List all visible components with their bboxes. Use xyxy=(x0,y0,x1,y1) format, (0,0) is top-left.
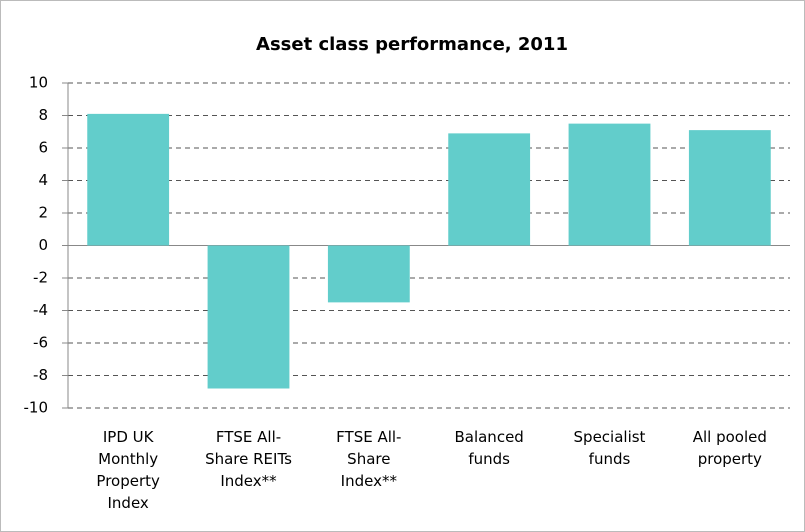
chart-title: Asset class performance, 2011 xyxy=(256,34,568,55)
bar xyxy=(207,245,290,389)
bar xyxy=(87,113,170,246)
y-tick-label: 6 xyxy=(38,139,48,157)
bar xyxy=(688,130,771,246)
bar xyxy=(327,245,410,303)
x-tick-label: FTSE All-Share Index** xyxy=(336,428,402,490)
x-tick-label: IPD UK Monthly Property Index xyxy=(96,428,160,512)
x-tick-label: All pooled property xyxy=(692,428,767,468)
y-tick-label: 4 xyxy=(38,171,48,189)
y-tick-label: 0 xyxy=(38,236,48,254)
x-tick-label: Balanced funds xyxy=(454,428,524,468)
y-tick-label: 8 xyxy=(38,106,48,124)
bar xyxy=(448,133,531,246)
y-tick-label: -6 xyxy=(33,334,48,352)
y-tick-label: -10 xyxy=(24,399,49,417)
y-tick-label: -4 xyxy=(33,301,48,319)
y-tick-label: -8 xyxy=(33,366,48,384)
x-tick-label: Specialist funds xyxy=(573,428,646,468)
y-tick-label: -2 xyxy=(33,269,48,287)
bar xyxy=(568,123,651,246)
y-tick-label: 2 xyxy=(38,204,48,222)
x-tick-label: FTSE All-Share REITs Index** xyxy=(205,428,292,490)
y-tick-label: 10 xyxy=(29,74,48,92)
